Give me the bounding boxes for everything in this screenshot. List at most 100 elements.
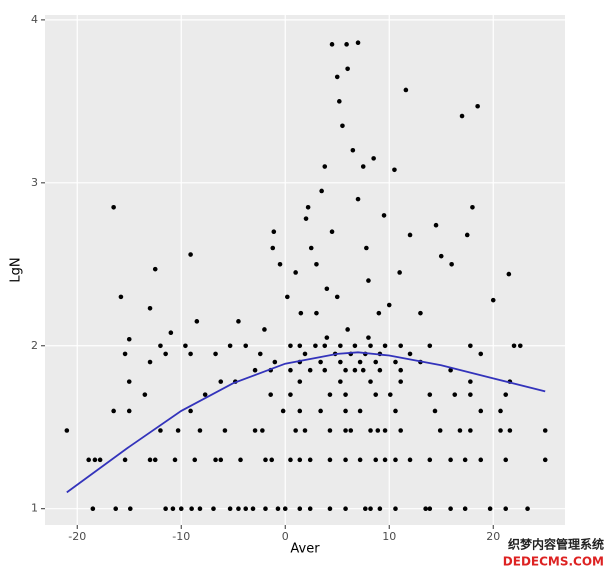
x-tick-label: 20 bbox=[486, 530, 500, 543]
point bbox=[327, 506, 333, 512]
x-axis-label: Aver bbox=[290, 542, 320, 557]
point bbox=[427, 506, 433, 512]
point bbox=[457, 428, 463, 433]
point bbox=[252, 428, 258, 433]
point bbox=[343, 392, 348, 397]
point bbox=[468, 379, 473, 384]
point bbox=[357, 359, 363, 365]
point bbox=[506, 271, 512, 277]
point bbox=[298, 310, 304, 316]
point bbox=[307, 457, 313, 463]
point bbox=[352, 343, 358, 349]
point bbox=[142, 392, 148, 397]
point bbox=[329, 229, 335, 235]
point bbox=[111, 408, 116, 414]
point bbox=[368, 379, 373, 384]
y-tick-label: 1 bbox=[31, 502, 38, 515]
point bbox=[158, 343, 163, 349]
point bbox=[322, 164, 328, 169]
point bbox=[126, 379, 132, 384]
point bbox=[243, 343, 249, 349]
point bbox=[363, 506, 368, 512]
point bbox=[386, 302, 392, 308]
point bbox=[345, 327, 350, 332]
point bbox=[418, 310, 423, 316]
point bbox=[352, 367, 358, 373]
point bbox=[86, 457, 91, 463]
point bbox=[542, 428, 548, 433]
point bbox=[275, 506, 281, 512]
point bbox=[243, 506, 249, 512]
point bbox=[327, 457, 333, 463]
point bbox=[464, 232, 470, 238]
point bbox=[343, 367, 348, 373]
point bbox=[122, 457, 128, 463]
point bbox=[357, 408, 363, 414]
point bbox=[433, 222, 439, 228]
y-tick-label: 4 bbox=[31, 13, 38, 26]
point bbox=[218, 379, 224, 384]
point bbox=[324, 286, 330, 292]
point bbox=[313, 343, 318, 349]
point bbox=[407, 457, 413, 463]
y-tick-label: 2 bbox=[31, 339, 38, 352]
point bbox=[387, 392, 393, 397]
point bbox=[507, 428, 513, 433]
point bbox=[366, 278, 371, 283]
point bbox=[398, 343, 403, 349]
point bbox=[343, 408, 348, 414]
point bbox=[163, 506, 168, 512]
point bbox=[170, 506, 176, 512]
point bbox=[236, 319, 241, 324]
point bbox=[334, 294, 340, 300]
point bbox=[503, 506, 509, 512]
point bbox=[319, 188, 324, 194]
point bbox=[163, 351, 168, 357]
point bbox=[257, 351, 263, 357]
point bbox=[282, 506, 288, 512]
point bbox=[260, 428, 265, 433]
point bbox=[340, 123, 345, 129]
point bbox=[427, 457, 433, 463]
point bbox=[297, 379, 303, 384]
point bbox=[252, 367, 258, 373]
point bbox=[343, 506, 348, 512]
point bbox=[324, 335, 330, 340]
x-tick-label: 10 bbox=[382, 530, 396, 543]
point bbox=[314, 310, 319, 316]
point bbox=[297, 343, 303, 349]
point bbox=[449, 261, 454, 267]
point bbox=[517, 343, 523, 349]
point bbox=[307, 367, 313, 373]
point bbox=[478, 351, 484, 357]
point bbox=[345, 66, 350, 72]
point bbox=[437, 428, 443, 433]
point bbox=[271, 229, 277, 235]
point bbox=[373, 359, 379, 365]
point bbox=[222, 428, 228, 433]
point bbox=[269, 457, 275, 463]
point bbox=[307, 506, 313, 512]
point bbox=[236, 506, 241, 512]
point bbox=[90, 506, 96, 512]
point bbox=[213, 351, 218, 357]
point bbox=[188, 408, 193, 414]
point bbox=[462, 506, 468, 512]
point bbox=[92, 457, 98, 463]
point bbox=[338, 359, 343, 365]
point bbox=[308, 245, 314, 251]
point bbox=[468, 428, 473, 433]
point bbox=[152, 266, 158, 272]
point bbox=[373, 392, 379, 397]
point bbox=[262, 327, 267, 332]
point bbox=[293, 428, 298, 433]
point bbox=[280, 408, 286, 414]
point bbox=[355, 196, 361, 202]
point bbox=[382, 343, 388, 349]
point bbox=[288, 392, 293, 397]
point bbox=[348, 428, 354, 433]
point bbox=[338, 343, 343, 349]
point bbox=[371, 156, 376, 161]
point bbox=[355, 40, 361, 45]
point bbox=[393, 457, 398, 463]
